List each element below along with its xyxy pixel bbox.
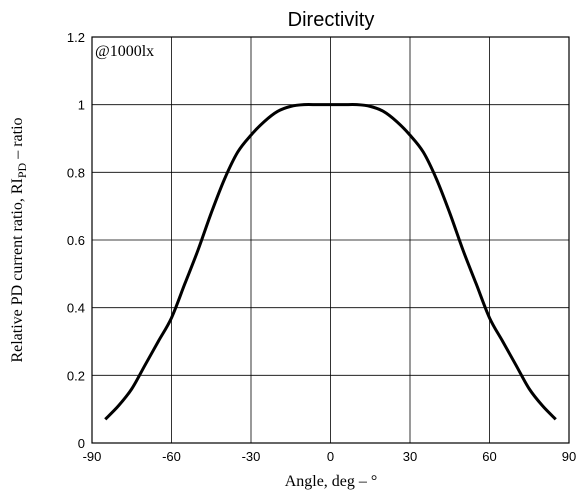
y-axis-label-suffix: – ratio [9,117,26,162]
y-tick-label: 0.2 [67,368,85,383]
chart-title: Directivity [288,9,375,31]
plot-frame [91,36,570,444]
directivity-curve [104,103,557,421]
measurement-annotation: @1000lx [95,43,154,60]
y-tick-label: 1 [78,98,85,113]
x-tick-labels: -90 -60 -30 0 30 60 90 [83,449,577,464]
y-axis-label-subscript: PD [15,162,29,178]
x-tick-label: -30 [242,449,261,464]
x-tick-label: -60 [162,449,181,464]
y-tick-label: 0.6 [67,233,85,248]
x-tick-label: 30 [403,449,417,464]
y-axis-label-prefix: Relative PD current ratio, RI [9,178,26,362]
y-tick-label: 0 [78,436,85,451]
x-tick-label: 90 [562,449,576,464]
grid [91,36,570,444]
y-tick-label: 1.2 [67,30,85,45]
y-tick-labels: 0 0.2 0.4 0.6 0.8 1 1.2 [67,30,85,451]
x-tick-label: 0 [327,449,334,464]
series-layer [104,103,557,421]
x-axis-label: Angle, deg – ° [285,473,378,490]
y-axis-label: Relative PD current ratio, RIPD – ratio [9,117,29,362]
y-tick-label: 0.8 [67,165,85,180]
x-tick-label: -90 [83,449,102,464]
y-tick-label: 0.4 [67,301,85,316]
x-tick-label: 60 [482,449,496,464]
